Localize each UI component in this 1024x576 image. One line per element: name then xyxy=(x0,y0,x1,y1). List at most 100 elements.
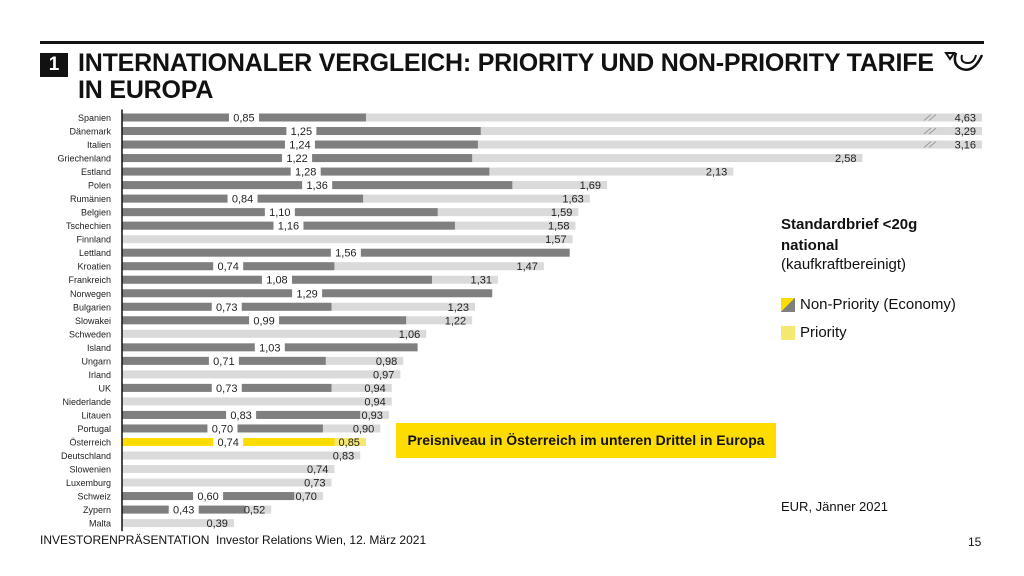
label-gap xyxy=(226,409,257,420)
axis-break-mark xyxy=(928,127,937,135)
priority-value-label: 1,22 xyxy=(445,315,466,327)
priority-value-label: 0,90 xyxy=(353,423,374,435)
priority-bar xyxy=(122,465,335,474)
category-label: Bulgarien xyxy=(73,302,111,312)
priority-bar xyxy=(122,235,573,244)
category-label: Tschechien xyxy=(66,221,111,231)
source-note: EUR, Jänner 2021 xyxy=(781,499,888,514)
axis-break-mark xyxy=(928,114,937,121)
category-label: Portugal xyxy=(77,424,111,434)
priority-value-label: 3,29 xyxy=(955,126,976,138)
label-gap xyxy=(249,315,280,326)
non-priority-value-label: 0,73 xyxy=(216,383,237,395)
section-number-badge: 1 xyxy=(40,53,68,77)
priority-value-label: 2,58 xyxy=(835,153,856,165)
label-gap xyxy=(254,342,285,353)
category-label: Dänemark xyxy=(69,127,111,137)
category-label: Slowakei xyxy=(75,316,111,326)
priority-bar xyxy=(122,478,332,487)
label-gap xyxy=(290,166,321,177)
legend-item-priority: Priority xyxy=(781,324,847,341)
non-priority-value-label: 0,99 xyxy=(253,315,274,327)
split-swatch-icon xyxy=(781,297,795,312)
non-priority-value-label: 1,28 xyxy=(295,167,316,179)
non-priority-value-label: 0,60 xyxy=(197,491,218,503)
priority-value-label: 0,73 xyxy=(304,478,325,490)
non-priority-value-label: 1,29 xyxy=(296,288,317,300)
priority-value-label: 0,97 xyxy=(373,369,394,381)
legend-label: Priority xyxy=(800,324,847,341)
priority-value-label: 0,74 xyxy=(307,464,328,476)
axis-break-mark xyxy=(923,141,932,148)
priority-value-label: 1,57 xyxy=(545,234,566,246)
priority-value-label: 0,94 xyxy=(364,396,385,408)
non-priority-value-label: 0,85 xyxy=(233,113,254,125)
non-priority-value-label: 1,22 xyxy=(286,153,307,165)
priority-value-label: 0,52 xyxy=(244,505,265,517)
category-label: Estland xyxy=(81,167,111,177)
non-priority-value-label: 0,74 xyxy=(217,437,238,449)
axis-break-mark xyxy=(923,127,932,135)
priority-value-label: 0,94 xyxy=(364,383,385,395)
label-gap xyxy=(207,423,238,434)
category-label: Schweiz xyxy=(77,492,111,502)
label-gap xyxy=(286,126,317,137)
priority-bar xyxy=(122,154,863,163)
priority-bar xyxy=(122,127,982,136)
category-label: Litauen xyxy=(81,410,111,420)
priority-bar xyxy=(122,451,361,460)
posthorn-logo-icon xyxy=(944,52,984,71)
category-label: Slowenien xyxy=(69,465,111,475)
priority-value-label: 1,69 xyxy=(580,180,601,192)
yellow-swatch-icon xyxy=(781,325,795,340)
label-gap xyxy=(228,112,259,123)
label-gap xyxy=(284,139,315,150)
category-label: Deutschland xyxy=(61,451,111,461)
category-label: Irland xyxy=(88,370,111,380)
non-priority-value-label: 0,43 xyxy=(173,505,194,517)
label-gap xyxy=(282,153,313,164)
priority-value-label: 1,06 xyxy=(399,329,420,341)
non-priority-value-label: 0,84 xyxy=(232,194,253,206)
label-gap xyxy=(302,180,333,191)
label-gap xyxy=(211,301,242,312)
priority-value-label: 0,39 xyxy=(207,518,228,530)
priority-value-label: 1,59 xyxy=(551,207,572,219)
priority-bar xyxy=(122,329,427,338)
label-gap xyxy=(261,274,292,285)
category-label: Spanien xyxy=(78,113,111,123)
category-label: Norwegen xyxy=(70,289,111,299)
label-gap xyxy=(227,193,258,204)
priority-value-label: 0,85 xyxy=(339,437,360,449)
priority-bar xyxy=(122,397,392,406)
category-label: Rumänien xyxy=(70,194,111,204)
priority-value-label: 0,93 xyxy=(361,410,382,422)
label-gap xyxy=(208,355,239,366)
header-rule xyxy=(40,41,984,44)
category-label: Malta xyxy=(89,519,111,529)
axis-break-mark xyxy=(923,114,932,121)
category-label: Polen xyxy=(88,181,111,191)
priority-bar xyxy=(122,140,982,149)
label-gap xyxy=(211,382,242,393)
page-title: INTERNATIONALER VERGLEICH: PRIORITY UND … xyxy=(78,49,934,104)
category-label: Ungarn xyxy=(81,356,111,366)
category-label: Luxemburg xyxy=(66,478,111,488)
priority-bar xyxy=(122,519,234,528)
priority-value-label: 1,31 xyxy=(471,275,492,287)
category-label: UK xyxy=(98,383,111,393)
non-priority-value-label: 0,83 xyxy=(230,410,251,422)
legend-title: Standardbrief <20g national xyxy=(781,216,918,254)
category-label: Island xyxy=(87,343,111,353)
page-number: 15 xyxy=(968,535,982,549)
priority-value-label: 2,13 xyxy=(706,167,727,179)
footer-text: INVESTORENPRÄSENTATION Investor Relation… xyxy=(40,533,427,547)
label-gap xyxy=(264,207,295,218)
label-gap xyxy=(273,220,304,231)
category-label: Niederlande xyxy=(62,397,111,407)
label-gap xyxy=(213,261,244,272)
category-label: Österreich xyxy=(69,437,111,447)
priority-value-label: 0,83 xyxy=(333,451,354,463)
category-label: Belgien xyxy=(81,208,111,218)
